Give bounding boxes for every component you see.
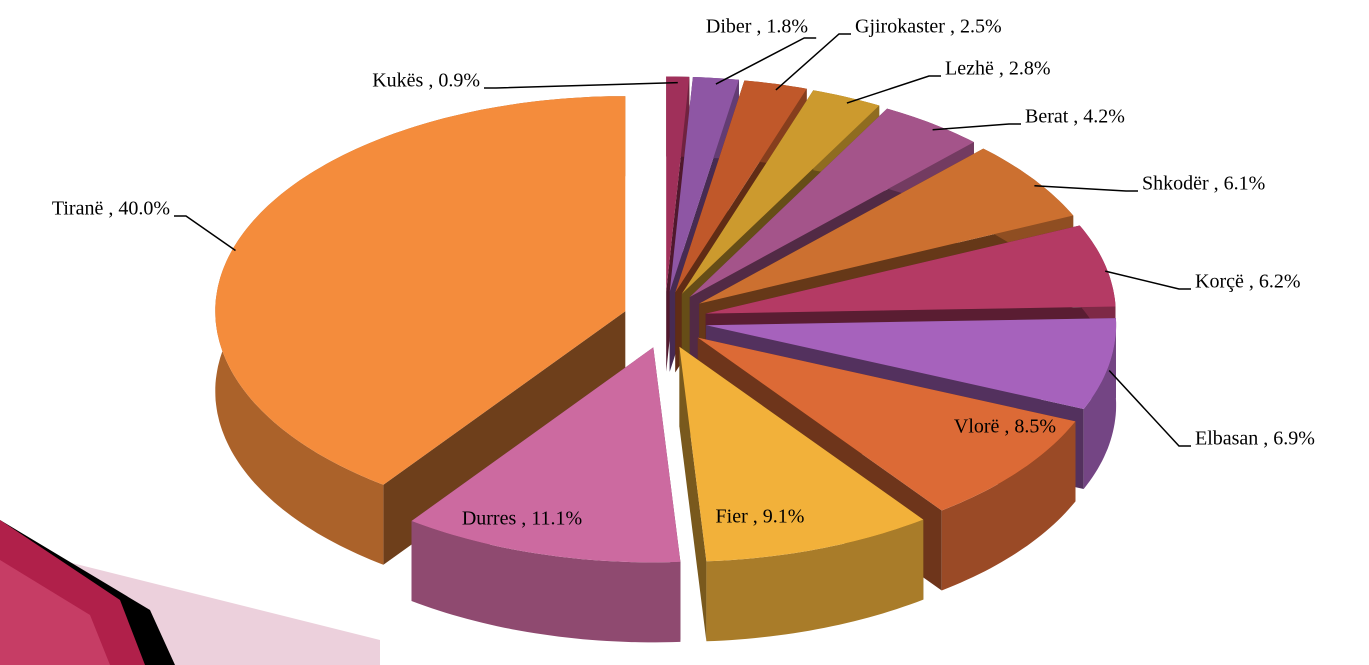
data-label: Elbasan , 6.9% [1195,428,1315,450]
leader-line [1105,271,1191,289]
data-label: Shkodër , 6.1% [1142,173,1265,195]
data-label: Kukës , 0.9% [372,70,480,92]
data-label: Tiranë , 40.0% [52,198,170,220]
leader-line [847,76,941,103]
data-label: Diber , 1.8% [706,16,808,38]
data-label: Vlorë , 8.5% [954,416,1056,438]
data-label: Fier , 9.1% [716,506,805,528]
data-label: Durres , 11.1% [462,508,582,530]
leader-line [1034,186,1138,191]
data-label: Korçë , 6.2% [1195,271,1301,293]
decoration [0,520,380,665]
leader-line [776,34,851,90]
chart: Kukës , 0.9% Diber , 1.8% Gjirokaster , 2.… [0,0,1369,665]
data-label: Berat , 4.2% [1025,106,1125,128]
data-label: Lezhë , 2.8% [945,58,1051,80]
leader-line [716,38,816,84]
leader-line [933,124,1021,130]
data-label: Gjirokaster , 2.5% [855,16,1002,38]
leader-line [484,83,678,88]
leader-line [1109,371,1191,447]
leader-line [174,216,236,251]
